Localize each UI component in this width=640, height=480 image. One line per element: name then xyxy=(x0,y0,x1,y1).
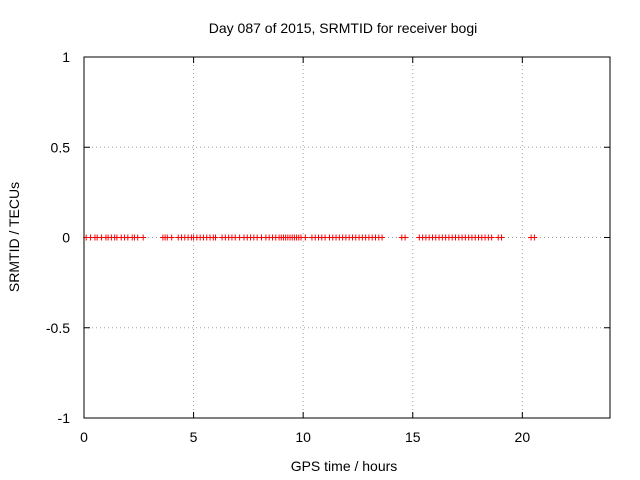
y-axis-label: SRMTID / TECUs xyxy=(6,182,22,292)
y-tick-labels: -1 -0.5 0 0.5 1 xyxy=(46,49,70,426)
data-point xyxy=(212,234,219,241)
x-tick-labels: 0 5 10 15 20 xyxy=(80,429,530,445)
y-tick-label: 0 xyxy=(62,230,70,246)
x-tick-label: 10 xyxy=(295,429,311,445)
data-point xyxy=(531,234,538,241)
data-point xyxy=(402,234,409,241)
data-point xyxy=(140,234,147,241)
y-tick-label: -0.5 xyxy=(46,320,70,336)
y-tick-label: 1 xyxy=(62,49,70,65)
plot-frame xyxy=(83,56,611,419)
x-tick-label: 20 xyxy=(515,429,531,445)
data-point xyxy=(488,234,495,241)
y-tick-label: 0.5 xyxy=(51,139,71,155)
data-point xyxy=(134,234,141,241)
y-tick-label: -1 xyxy=(58,410,71,426)
data-point xyxy=(498,234,505,241)
x-tick-label: 15 xyxy=(405,429,421,445)
chart-title: Day 087 of 2015, SRMTID for receiver bog… xyxy=(209,20,477,36)
x-tick-label: 5 xyxy=(190,429,198,445)
data-points xyxy=(83,234,538,241)
x-axis-label: GPS time / hours xyxy=(291,458,398,474)
x-tick-label: 0 xyxy=(80,429,88,445)
data-point xyxy=(379,234,386,241)
data-point xyxy=(168,234,175,241)
data-point xyxy=(302,234,309,241)
